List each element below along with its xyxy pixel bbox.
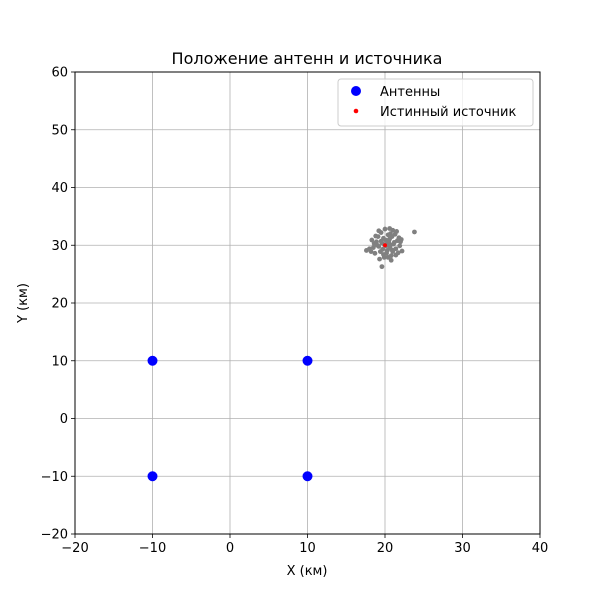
x-tick-label: −20 <box>61 541 88 556</box>
chart-title: Положение антенн и источника <box>172 49 443 68</box>
estimate-point <box>369 237 375 243</box>
x-axis-label: X (км) <box>287 564 328 579</box>
estimate-point <box>380 246 386 252</box>
grid <box>74 71 541 535</box>
antenna-point <box>147 471 158 482</box>
estimate-point <box>397 243 403 249</box>
estimate-point <box>385 254 391 260</box>
estimate-point <box>382 226 388 232</box>
legend-label-antennas: Антенны <box>380 85 440 100</box>
estimate-point <box>394 228 400 234</box>
estimate-point <box>391 239 397 245</box>
y-tick-label: 60 <box>51 66 68 81</box>
estimate-point <box>364 248 369 253</box>
data-points <box>147 226 417 482</box>
antenna-point <box>302 355 313 366</box>
legend: Антенны Истинный источник <box>337 78 534 127</box>
axis-ticks: −20 −10 0 10 20 30 40 −20 −10 0 10 20 30 40 50 60 <box>41 66 549 557</box>
estimate-point <box>370 245 376 250</box>
estimate-point <box>368 249 374 255</box>
estimate-point <box>393 246 399 252</box>
legend-marker-antennas <box>351 86 361 96</box>
estimate-point <box>378 238 384 244</box>
x-tick-label: −10 <box>139 541 166 556</box>
estimate-point <box>388 257 394 263</box>
legend-box <box>337 78 534 127</box>
estimate-point <box>390 227 396 233</box>
estimate-point <box>376 228 382 234</box>
y-tick-label: −10 <box>41 470 68 485</box>
estimate-point <box>412 229 417 235</box>
y-tick-label: 30 <box>51 239 68 254</box>
estimate-point <box>379 264 385 270</box>
y-tick-label: −20 <box>41 528 68 543</box>
x-tick-label: 40 <box>532 541 549 556</box>
legend-label-true-source: Истинный источник <box>380 105 516 120</box>
x-tick-label: 0 <box>226 541 234 556</box>
legend-marker-true-source <box>353 108 359 114</box>
estimate-point <box>385 232 391 238</box>
y-tick-label: 20 <box>51 297 68 312</box>
antenna-point <box>302 471 313 482</box>
y-tick-label: 50 <box>51 123 68 138</box>
x-tick-label: 30 <box>454 541 471 556</box>
estimate-point <box>372 250 378 256</box>
y-tick-label: 0 <box>60 412 68 427</box>
x-tick-label: 10 <box>299 541 316 556</box>
x-tick-label: 20 <box>377 541 394 556</box>
y-axis-label: Y (км) <box>16 283 31 324</box>
y-tick-label: 10 <box>51 354 68 369</box>
antenna-point <box>147 355 158 366</box>
estimate-point <box>381 252 386 257</box>
estimate-point <box>399 248 405 254</box>
estimate-point <box>393 252 399 258</box>
estimate-point <box>377 256 382 262</box>
true-source-point <box>383 243 387 248</box>
y-tick-label: 40 <box>51 181 68 196</box>
estimate-point <box>398 237 404 242</box>
estimate-point <box>387 236 393 242</box>
estimate-point <box>388 242 393 248</box>
estimate-point <box>373 233 379 239</box>
estimate-point <box>371 241 377 246</box>
estimate-point <box>389 247 395 253</box>
